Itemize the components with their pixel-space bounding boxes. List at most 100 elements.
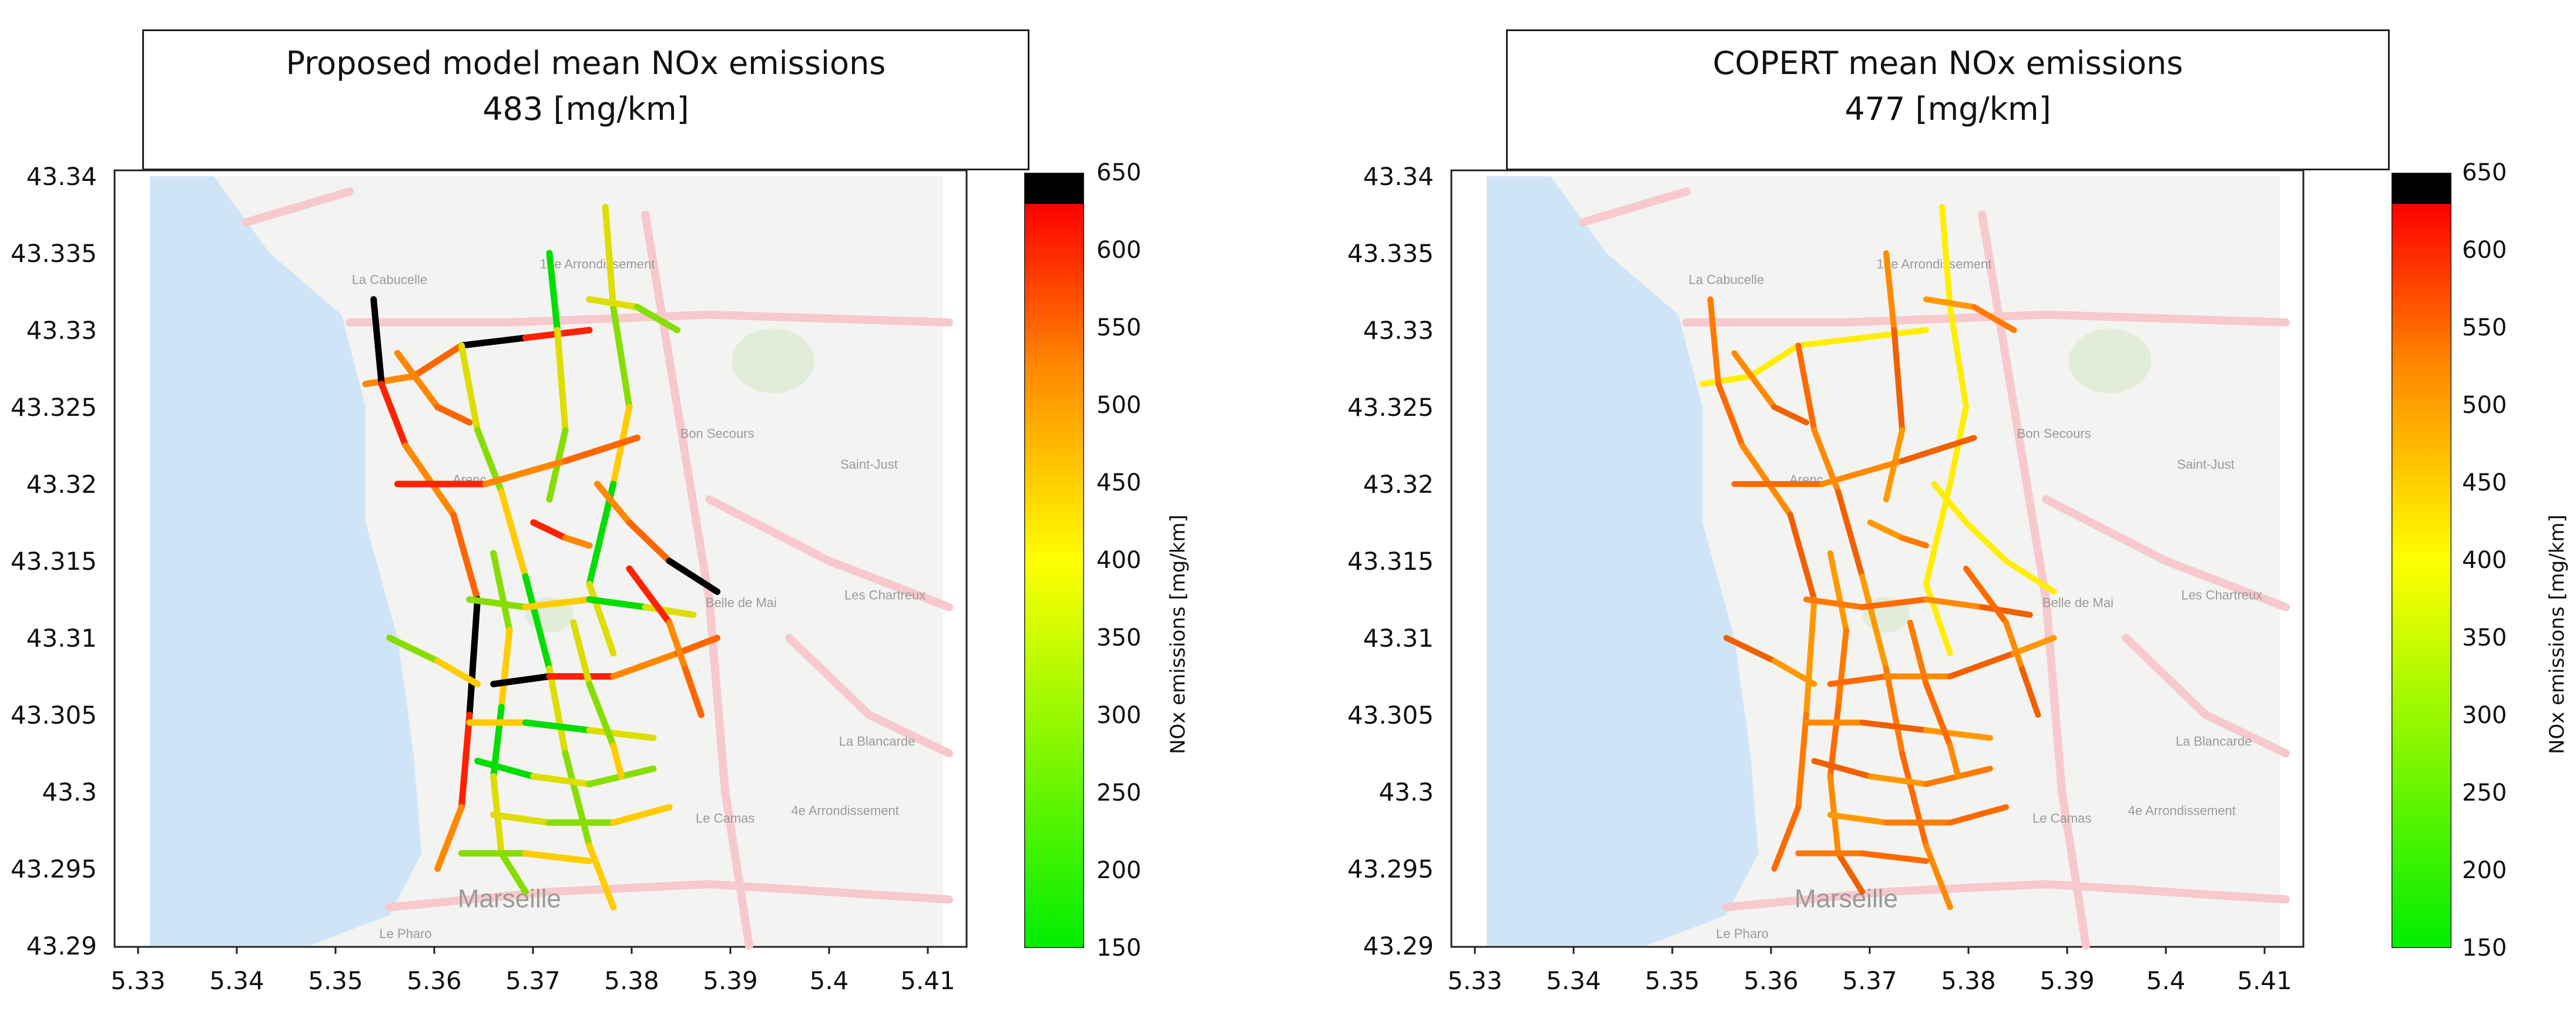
x-tick-label: 5.36 xyxy=(1743,966,1799,995)
emission-road-segment xyxy=(1747,342,1802,379)
park-area xyxy=(732,328,814,394)
emission-road-segment xyxy=(1979,604,2033,618)
colorbar-gradient xyxy=(1024,173,1084,948)
x-tick-label: 5.4 xyxy=(810,966,849,995)
emission-road-segment xyxy=(434,404,473,426)
emission-road-segment xyxy=(1899,750,1929,849)
emission-road-segment xyxy=(1947,804,2009,826)
colorbar-tick-label: 500 xyxy=(2462,392,2507,419)
emission-road-segment xyxy=(586,596,649,611)
title-box: COPERT mean NOx emissions 477 [mg/km] xyxy=(1506,29,2390,170)
map-place-label: 14e Arrondissement xyxy=(1877,257,1992,271)
emission-road-segment xyxy=(1827,812,1889,826)
map-place-label: Belle de Mai xyxy=(2042,596,2114,610)
emission-road-segment xyxy=(1923,842,1953,910)
emission-road-segment xyxy=(474,758,537,780)
title-line2: 477 [mg/km] xyxy=(1844,90,2051,127)
emission-road-segment xyxy=(1859,573,1889,672)
map-place-label: Le Pharo xyxy=(380,926,432,941)
emission-road-segment xyxy=(370,296,385,388)
map-place-label: 4e Arrondissement xyxy=(791,803,898,818)
y-tick-label: 43.31 xyxy=(1363,624,1434,653)
emission-road-segment xyxy=(1963,519,2009,564)
y-tick-label: 43.295 xyxy=(11,855,97,883)
emission-road-segment xyxy=(522,573,553,672)
x-tick-label: 5.35 xyxy=(1645,966,1700,995)
emission-road-segment xyxy=(634,304,681,334)
x-tick-label: 5.41 xyxy=(2237,966,2292,995)
emission-road-segment xyxy=(498,850,529,895)
emission-road-segment xyxy=(522,719,593,734)
emission-road-segment xyxy=(490,811,553,826)
emission-road-segment xyxy=(1771,658,1817,687)
emission-road-segment xyxy=(626,519,673,564)
map-place-label: Le Camas xyxy=(2032,811,2091,825)
map-place-label: Bon Secours xyxy=(680,426,754,441)
map-place-label: Bon Secours xyxy=(2017,426,2091,441)
background-road xyxy=(785,634,953,758)
emission-road-segment xyxy=(386,634,441,664)
emission-road-segment xyxy=(522,596,593,611)
colorbar-gradient xyxy=(2391,173,2451,948)
colorbar-tick-label: 300 xyxy=(1096,702,1142,729)
background-road xyxy=(1682,310,2290,327)
emission-road-segment xyxy=(1883,666,1906,757)
emission-road-segment xyxy=(2011,635,2057,657)
y-tick-label: 43.31 xyxy=(26,624,97,653)
map-place-label: Les Chartreux xyxy=(844,588,925,603)
background-road xyxy=(1978,210,2090,950)
title-line1: COPERT mean NOx emissions xyxy=(1712,45,2183,82)
emission-road-segment xyxy=(1859,596,1929,610)
emission-road-segment xyxy=(554,327,569,433)
x-tick-label: 5.34 xyxy=(1546,966,1601,995)
emission-road-segment xyxy=(434,804,465,872)
x-tick-label: 5.34 xyxy=(209,966,264,995)
emission-road-segment xyxy=(666,557,721,595)
colorbar-tick-label: 550 xyxy=(2462,314,2507,341)
emission-road-segment xyxy=(1739,442,1793,518)
emission-road-segment xyxy=(570,619,593,688)
emission-road-segment xyxy=(1939,204,1953,310)
y-tick-label: 43.33 xyxy=(26,316,97,345)
emission-road-segment xyxy=(1899,535,1929,549)
emission-road-segment xyxy=(1931,481,1969,526)
x-tick-label: 5.39 xyxy=(703,966,758,995)
emission-road-segment xyxy=(626,565,673,626)
emission-road-segment xyxy=(666,619,689,672)
emission-road-segment xyxy=(2003,558,2057,595)
emission-road-segment xyxy=(610,304,633,411)
emission-road-segment xyxy=(458,711,473,811)
emission-road-segment xyxy=(2003,619,2025,672)
background-road xyxy=(242,187,354,227)
emission-road-segment xyxy=(1699,373,1753,387)
colorbar-label: NOx emissions [mg/km] xyxy=(1166,515,1190,754)
left-map-panel: Proposed model mean NOx emissions 483 [m… xyxy=(11,29,1190,995)
x-tick-label: 5.33 xyxy=(110,966,166,995)
colorbar-tick-label: 600 xyxy=(1096,237,1142,264)
emission-road-segment xyxy=(586,296,641,311)
title-box: Proposed model mean NOx emissions 483 [m… xyxy=(142,29,1029,170)
emission-road-segment xyxy=(586,681,617,749)
colorbar-tick-label: 650 xyxy=(1096,159,1142,186)
colorbar-tick-label: 400 xyxy=(2462,547,2507,574)
y-tick-label: 43.34 xyxy=(26,162,97,191)
emission-road-segment xyxy=(1803,596,1866,610)
map-place-label: 14e Arrondissement xyxy=(540,257,655,271)
background-road xyxy=(2042,495,2290,611)
emission-road-segment xyxy=(1859,850,1929,864)
colorbar-tick-label: 250 xyxy=(2462,779,2507,806)
x-tick-label: 5.37 xyxy=(1842,966,1897,995)
emission-road-segment xyxy=(458,334,529,349)
map-place-label: La Blancarde xyxy=(2176,734,2252,748)
map-place-label: La Cabucelle xyxy=(1689,272,1764,287)
emission-road-segment xyxy=(562,750,593,849)
y-tick-label: 43.29 xyxy=(26,932,97,960)
emission-road-segment xyxy=(1947,742,1961,779)
emission-road-segment xyxy=(1771,404,1809,426)
emission-road-segment xyxy=(1867,773,1929,787)
map-place-label: Les Chartreux xyxy=(2181,588,2262,603)
emission-road-segment xyxy=(562,535,593,549)
colorbar-tick-label: 250 xyxy=(1096,779,1142,806)
emission-road-segment xyxy=(490,673,553,688)
